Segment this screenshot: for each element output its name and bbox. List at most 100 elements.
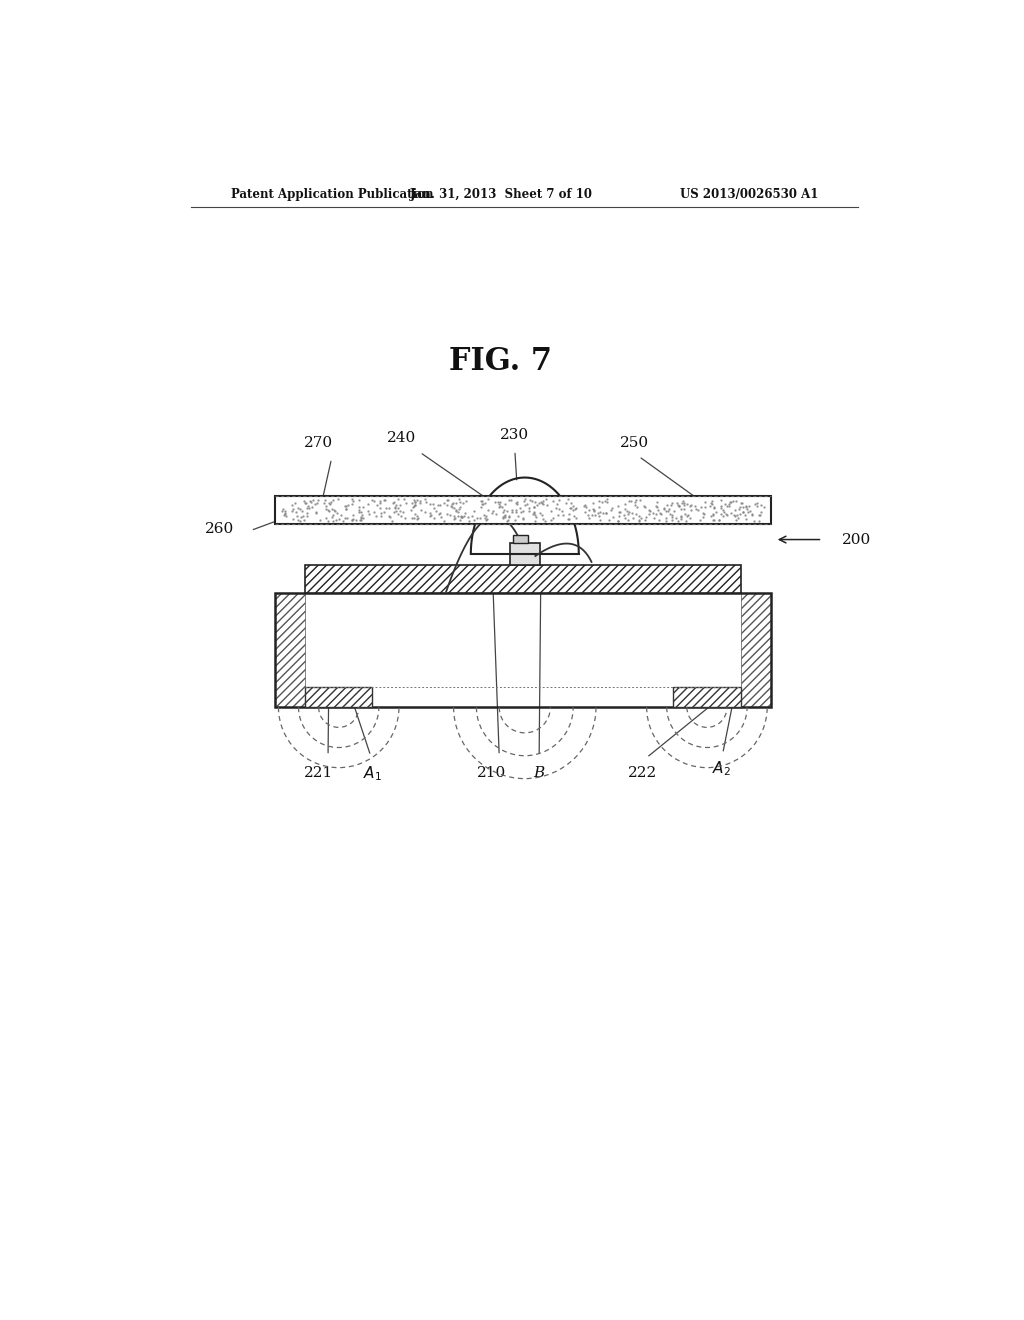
Point [609, 511, 626, 532]
Point [492, 495, 508, 516]
Point [504, 502, 520, 523]
Point [728, 490, 744, 511]
Point [304, 496, 321, 517]
Point [531, 502, 548, 523]
Point [317, 508, 334, 529]
Point [734, 496, 751, 517]
Point [406, 488, 422, 510]
Point [296, 490, 312, 511]
Point [290, 498, 306, 519]
Point [609, 510, 626, 531]
Point [398, 492, 415, 513]
Point [591, 491, 607, 512]
Point [539, 495, 555, 516]
Point [745, 511, 762, 532]
Point [660, 499, 677, 520]
Point [447, 500, 464, 521]
Point [721, 495, 737, 516]
Point [703, 494, 720, 515]
Point [530, 492, 547, 513]
Point [732, 492, 749, 513]
Point [753, 495, 769, 516]
Point [670, 494, 686, 515]
Point [472, 507, 488, 528]
Point [501, 490, 517, 511]
Point [325, 511, 341, 532]
Point [393, 506, 410, 527]
Point [407, 491, 423, 512]
Point [673, 506, 689, 527]
Point [562, 498, 579, 519]
Point [311, 510, 328, 531]
Point [497, 504, 513, 525]
Point [447, 507, 464, 528]
Point [406, 508, 422, 529]
Point [326, 499, 342, 520]
Point [443, 495, 460, 516]
Point [395, 488, 412, 510]
Point [753, 502, 769, 523]
Point [368, 506, 384, 527]
Point [321, 500, 337, 521]
Point [417, 502, 433, 523]
Point [716, 499, 732, 520]
Point [372, 491, 388, 512]
Point [534, 491, 550, 512]
Point [509, 494, 525, 515]
Point [610, 506, 627, 527]
Point [711, 510, 727, 531]
Point [594, 492, 610, 513]
Point [548, 498, 564, 519]
Point [594, 502, 610, 523]
Point [721, 494, 737, 515]
Point [360, 494, 377, 515]
Point [678, 494, 694, 515]
Point [276, 503, 293, 524]
Point [642, 500, 658, 521]
Point [620, 503, 636, 524]
Point [725, 491, 741, 512]
Text: 230: 230 [500, 428, 529, 442]
Point [407, 504, 423, 525]
Point [517, 488, 534, 510]
Point [404, 496, 421, 517]
Point [373, 502, 389, 523]
Point [338, 496, 354, 517]
Point [756, 496, 772, 517]
Point [727, 499, 743, 520]
Point [604, 506, 621, 527]
Point [390, 503, 407, 524]
Point [526, 502, 543, 523]
Point [439, 495, 456, 516]
Point [337, 495, 353, 516]
Point [447, 492, 464, 513]
Point [501, 506, 517, 527]
Point [469, 508, 485, 529]
Point [723, 503, 739, 524]
Point [671, 495, 687, 516]
Point [350, 496, 367, 517]
Point [719, 495, 735, 516]
Point [615, 504, 632, 525]
Point [535, 508, 551, 529]
Point [706, 498, 722, 519]
Point [453, 491, 469, 512]
Point [617, 494, 634, 515]
Point [453, 507, 469, 528]
Point [591, 506, 607, 527]
Point [676, 492, 692, 513]
Point [479, 488, 496, 510]
Point [706, 510, 722, 531]
Point [288, 502, 304, 523]
Text: Patent Application Publication: Patent Application Publication [231, 189, 434, 202]
Point [652, 503, 669, 524]
Point [750, 492, 766, 513]
Point [599, 491, 615, 512]
Point [495, 507, 511, 528]
Point [484, 500, 501, 521]
Point [680, 504, 696, 525]
Point [438, 503, 455, 524]
Point [454, 507, 470, 528]
Point [497, 494, 513, 515]
Point [496, 506, 512, 527]
